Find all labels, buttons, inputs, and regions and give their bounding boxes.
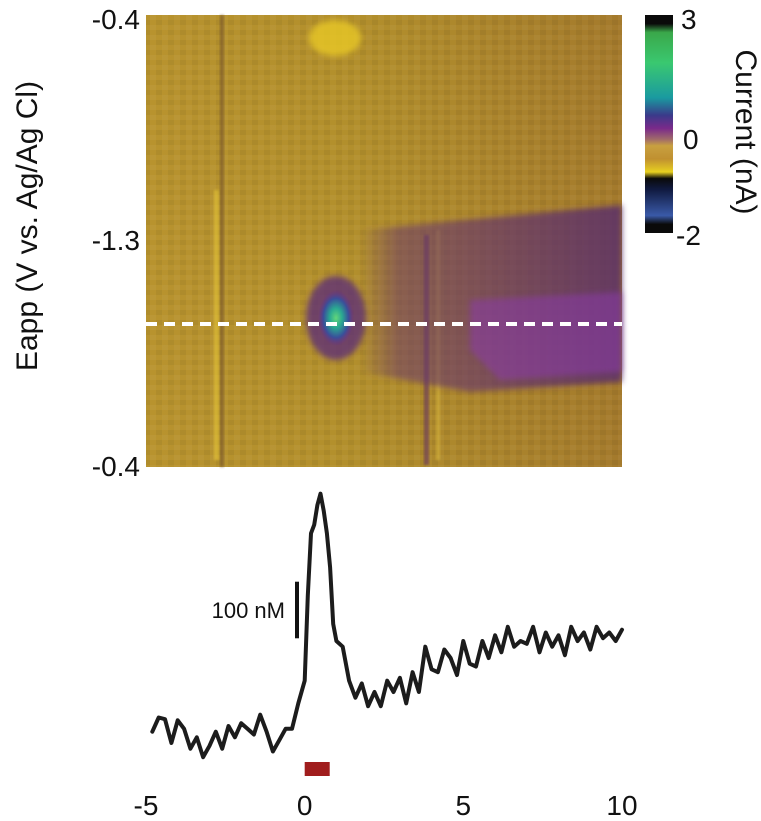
concentration-trace — [150, 491, 624, 760]
scale-bar-label: 100 nM — [212, 598, 285, 623]
colorbar: 3 0 -2 Current (nA) — [645, 4, 761, 251]
colorbar-tick-bottom: -2 — [676, 220, 701, 251]
trace-panel: 100 nM -5 0 5 10 — [134, 491, 638, 821]
x-tick-label: 10 — [606, 790, 637, 821]
x-tick-label: 0 — [297, 790, 313, 821]
colorbar-title: Current (nA) — [729, 49, 761, 214]
stimulus-marker — [304, 762, 330, 776]
heatmap-late-response-core — [470, 292, 622, 380]
x-axis: -5 0 5 10 — [134, 790, 638, 821]
y-tick-label-middle: -1.3 — [92, 225, 140, 256]
heatmap-top-highlight — [309, 20, 361, 56]
heatmap-y-axis: -0.4 -1.3 -0.4 Eapp (V vs. Ag/Ag Cl) — [11, 4, 140, 482]
colorbar-gradient — [645, 15, 673, 233]
scale-bar: 100 nM — [212, 581, 299, 639]
heatmap-panel — [146, 15, 622, 467]
x-tick-label: 5 — [456, 790, 472, 821]
y-axis-title: Eapp (V vs. Ag/Ag Cl) — [11, 81, 44, 371]
y-tick-label-bottom: -0.4 — [92, 451, 140, 482]
colorbar-tick-top: 3 — [681, 4, 697, 35]
heatmap-bright-streak — [214, 190, 219, 460]
y-tick-label-top: -0.4 — [92, 4, 140, 35]
colorbar-tick-zero: 0 — [683, 124, 699, 155]
x-tick-label: -5 — [134, 790, 159, 821]
heatmap-hotspot — [318, 290, 354, 346]
heatmap-dark-streak — [220, 15, 224, 467]
